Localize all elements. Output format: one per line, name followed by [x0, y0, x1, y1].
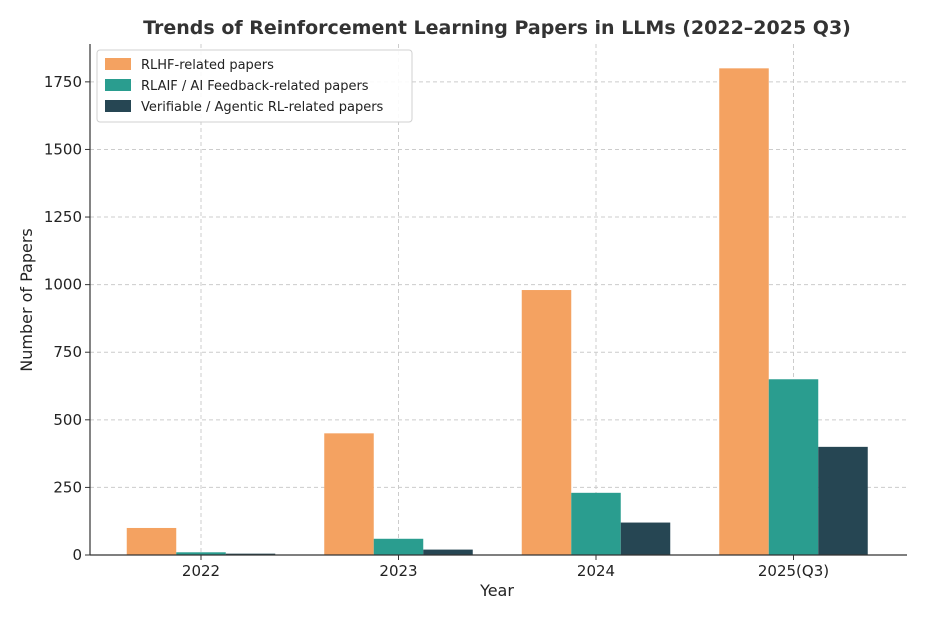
x-tick-label: 2022 — [182, 562, 220, 580]
y-tick-label: 750 — [53, 343, 82, 361]
bars — [126, 68, 868, 555]
chart-title: Trends of Reinforcement Learning Papers … — [143, 17, 851, 39]
legend-swatch — [105, 79, 131, 91]
y-tick-label: 1250 — [44, 208, 82, 226]
bar-1-2025q3 — [719, 68, 769, 555]
y-tick-label: 0 — [72, 546, 82, 564]
bar-2-2023 — [373, 538, 424, 555]
y-tick-label: 250 — [53, 478, 82, 496]
x-tick-label: 2025(Q3) — [758, 562, 829, 580]
legend-label: RLAIF / AI Feedback-related papers — [141, 79, 369, 94]
tick-labels: 0 250 500 750 1000 1250 1500 1750 2022 2023 2024 20… — [44, 73, 829, 580]
bar-1-2023 — [324, 433, 374, 555]
x-tick-label: 2023 — [379, 562, 417, 580]
bar-3-2023 — [423, 549, 473, 555]
legend-label: RLHF-related papers — [141, 58, 274, 73]
legend-box — [96, 49, 413, 123]
bar-1-2022 — [126, 527, 177, 555]
legend: RLHF-related papers RLAIF / AI Feedback-r… — [96, 49, 413, 123]
x-axis-label: Year — [479, 581, 514, 600]
legend-label: Verifiable / Agentic RL-related papers — [141, 100, 384, 115]
bar-1-2024 — [521, 290, 572, 555]
bar-2-2025q3 — [768, 379, 819, 555]
legend-swatch — [105, 58, 131, 70]
y-tick-label: 1750 — [44, 73, 82, 91]
bar-3-2025q3 — [818, 446, 868, 555]
bar-2-2024 — [571, 492, 621, 555]
grid — [90, 44, 907, 556]
bar-3-2024 — [620, 522, 671, 555]
x-tick-label: 2024 — [577, 562, 615, 580]
axes — [85, 44, 907, 560]
bar-3-2022 — [225, 553, 276, 555]
y-tick-label: 500 — [53, 411, 82, 429]
y-axis-label: Number of Papers — [17, 228, 36, 372]
bar-2-2022 — [176, 552, 226, 555]
y-tick-label: 1500 — [44, 140, 82, 158]
y-tick-label: 1000 — [44, 276, 82, 294]
legend-swatch — [105, 100, 131, 112]
